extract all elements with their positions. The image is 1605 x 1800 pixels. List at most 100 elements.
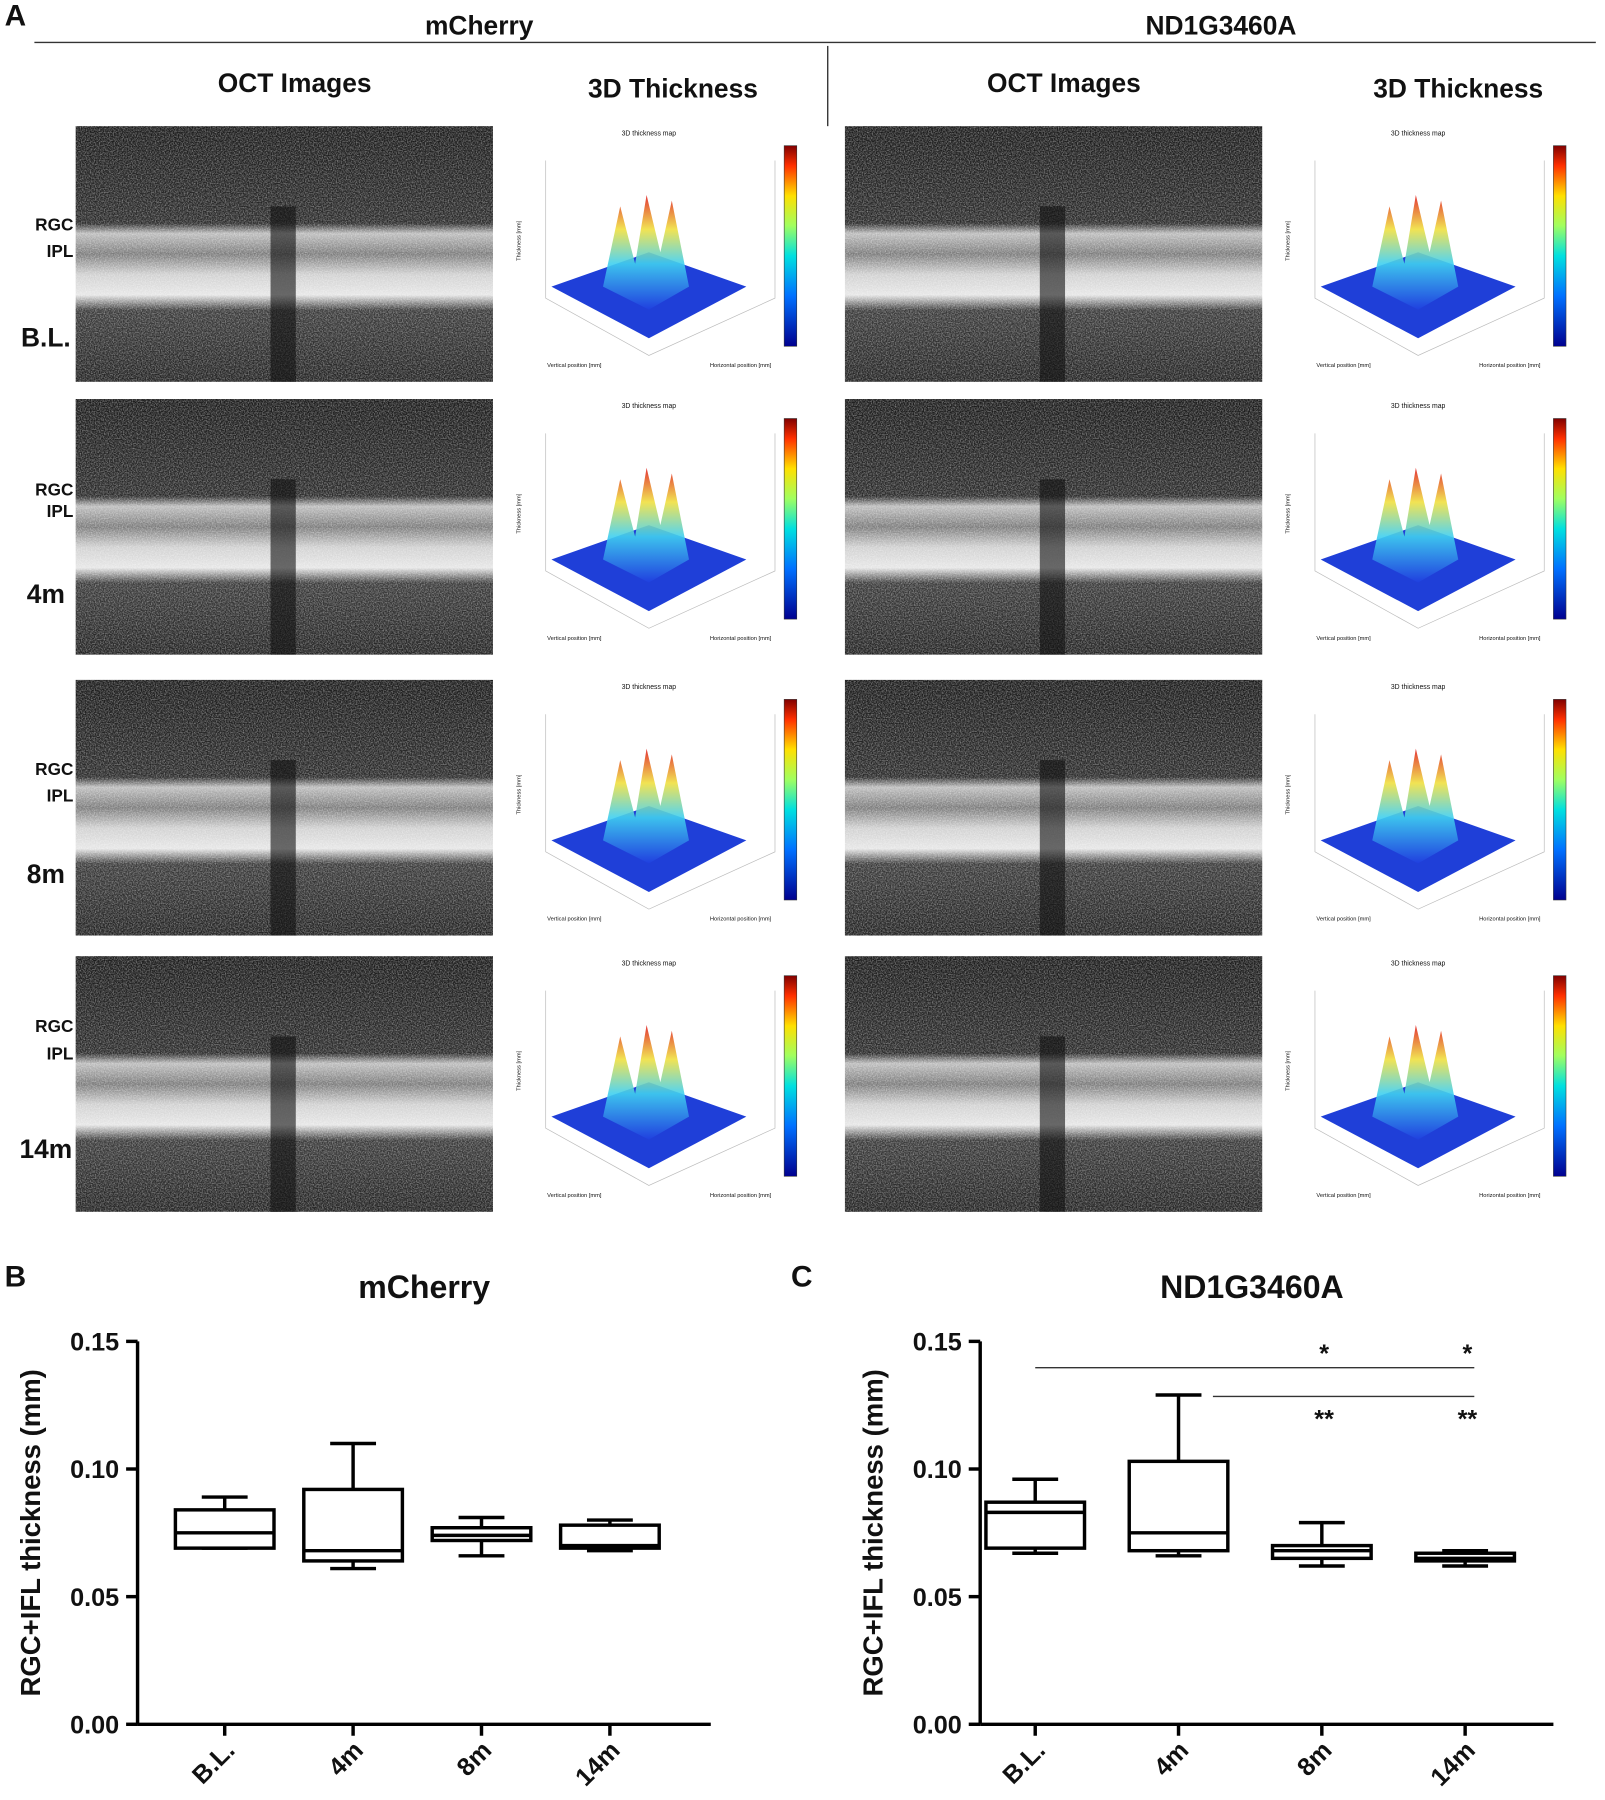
map-axis-label: Horizontal position [mm]	[1479, 363, 1541, 369]
map-axis-label: Vertical position [mm]	[1316, 363, 1371, 369]
map-peak	[1372, 748, 1459, 864]
map-axis-label: Horizontal position [mm]	[710, 1193, 772, 1199]
map-title: 3D thickness map	[1391, 130, 1446, 137]
map-title: 3D thickness map	[622, 960, 677, 967]
map-title: 3D thickness map	[1391, 960, 1446, 967]
y-tick-label: 0.15	[913, 1329, 962, 1357]
map-axis-label: Vertical position [mm]	[547, 636, 602, 642]
map-colorbar	[783, 699, 798, 901]
oct-optic-nerve	[270, 206, 296, 382]
significance-mark: **	[1458, 1405, 1478, 1433]
x-tick-label: 4m	[323, 1736, 369, 1782]
oct-optic-nerve	[270, 760, 296, 936]
significance-mark: *	[1319, 1340, 1329, 1368]
y-tick-label: 0.05	[913, 1584, 962, 1612]
map-peak	[603, 748, 690, 864]
map-box	[1314, 990, 1545, 1186]
map-peak	[1372, 1024, 1459, 1140]
y-tick-label: 0.15	[70, 1329, 119, 1357]
map-title: 3D thickness map	[622, 684, 677, 691]
map-box	[1314, 160, 1545, 356]
map-title: 3D thickness map	[622, 130, 677, 137]
row-label: 4m	[27, 579, 65, 609]
map-axis-label: Horizontal position [mm]	[710, 917, 772, 923]
oct-optic-nerve	[1039, 1036, 1066, 1212]
y-tick-label: 0.10	[913, 1456, 962, 1484]
column-heading: OCT Images	[987, 68, 1141, 98]
map-axis-label: Vertical position [mm]	[547, 363, 602, 369]
panel-label: C	[791, 1260, 813, 1293]
map-title: 3D thickness map	[1391, 403, 1446, 410]
map-axis-label: Vertical position [mm]	[1316, 917, 1371, 923]
significance-mark: **	[1314, 1405, 1334, 1433]
oct-optic-nerve	[1039, 206, 1066, 382]
map-box	[545, 160, 776, 356]
x-tick-label: 8m	[452, 1736, 498, 1782]
map-axis-label: Thickness [mm]	[516, 220, 522, 260]
layer-label: IPL	[47, 241, 74, 261]
map-axis-label: Horizontal position [mm]	[1479, 1193, 1541, 1199]
map-box	[545, 990, 776, 1186]
x-tick-label: 8m	[1292, 1736, 1338, 1782]
column-heading: OCT Images	[218, 68, 372, 98]
map-axis-label: Vertical position [mm]	[1316, 1193, 1371, 1199]
x-tick-label: B.L.	[187, 1736, 240, 1789]
map-axis-label: Thickness [mm]	[1286, 493, 1292, 533]
map-title: 3D thickness map	[622, 403, 677, 410]
box	[984, 1500, 1087, 1550]
map-axis-label: Thickness [mm]	[1286, 220, 1292, 260]
box	[558, 1523, 661, 1550]
layer-label: IPL	[47, 1043, 74, 1063]
map-box	[1314, 433, 1545, 629]
column-heading: 3D Thickness	[1373, 74, 1543, 104]
map-title: 3D thickness map	[1391, 684, 1446, 691]
group-title: ND1G3460A	[1145, 10, 1296, 40]
x-tick-label: 14m	[1425, 1736, 1480, 1791]
map-colorbar	[783, 975, 798, 1177]
map-box	[1314, 714, 1545, 910]
map-box	[545, 714, 776, 910]
map-colorbar	[1553, 418, 1567, 620]
column-heading: 3D Thickness	[588, 74, 758, 104]
oct-optic-nerve	[1039, 760, 1066, 936]
map-axis-label: Horizontal position [mm]	[1479, 917, 1541, 923]
panel-label: B	[5, 1260, 27, 1293]
layer-label: IPL	[47, 785, 74, 805]
y-axis-label: RGC+IFL thickness (mm)	[858, 1369, 889, 1696]
row-label: B.L.	[21, 322, 71, 352]
map-colorbar	[1553, 699, 1567, 901]
y-tick-label: 0.00	[70, 1711, 119, 1739]
map-axis-label: Thickness [mm]	[1286, 774, 1292, 814]
map-axis-label: Vertical position [mm]	[547, 1193, 602, 1199]
y-tick-label: 0.00	[913, 1711, 962, 1739]
layer-label: RGC	[35, 1016, 73, 1036]
y-tick-label: 0.05	[70, 1584, 119, 1612]
significance-mark: *	[1463, 1340, 1473, 1368]
map-peak	[603, 194, 690, 310]
map-axis-label: Vertical position [mm]	[547, 917, 602, 923]
map-colorbar	[783, 145, 798, 347]
map-colorbar	[1553, 145, 1567, 347]
map-colorbar	[783, 418, 798, 620]
x-tick-label: 4m	[1149, 1736, 1195, 1782]
layer-label: RGC	[35, 214, 73, 234]
map-axis-label: Thickness [mm]	[516, 1050, 522, 1090]
y-tick-label: 0.10	[70, 1456, 119, 1484]
y-axis-label: RGC+IFL thickness (mm)	[15, 1369, 46, 1696]
layer-label: RGC	[35, 479, 73, 499]
map-axis-label: Horizontal position [mm]	[710, 636, 772, 642]
oct-optic-nerve	[270, 479, 296, 655]
map-axis-label: Thickness [mm]	[516, 493, 522, 533]
map-colorbar	[1553, 975, 1567, 1177]
panel-label: A	[5, 0, 27, 32]
box	[173, 1508, 276, 1550]
row-label: 14m	[19, 1134, 72, 1164]
map-peak	[603, 1024, 690, 1140]
chart-title: mCherry	[358, 1269, 490, 1305]
map-axis-label: Vertical position [mm]	[1316, 636, 1371, 642]
x-tick-label: B.L.	[997, 1736, 1050, 1789]
layer-label: IPL	[47, 501, 74, 521]
